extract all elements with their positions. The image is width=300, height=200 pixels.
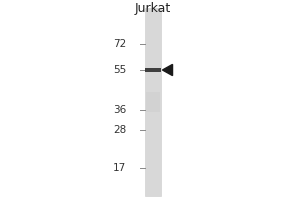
Text: 36: 36: [113, 105, 126, 115]
Text: 17: 17: [113, 163, 126, 173]
Text: 28: 28: [113, 125, 126, 135]
Bar: [145, 8, 161, 196]
Text: 72: 72: [113, 39, 126, 49]
Bar: [146, 92, 160, 112]
Polygon shape: [163, 64, 172, 76]
Bar: [145, 68, 161, 72]
Text: Jurkat: Jurkat: [135, 2, 171, 15]
Text: 55: 55: [113, 65, 126, 75]
